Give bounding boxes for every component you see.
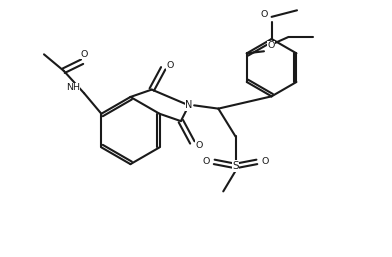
- Text: O: O: [80, 50, 88, 59]
- Text: O: O: [202, 157, 210, 166]
- Text: N: N: [185, 100, 192, 110]
- Text: O: O: [268, 41, 275, 50]
- Text: O: O: [167, 61, 174, 70]
- Text: O: O: [196, 141, 203, 150]
- Text: O: O: [261, 10, 268, 19]
- Text: O: O: [261, 157, 269, 166]
- Text: S: S: [232, 161, 239, 171]
- Text: NH: NH: [66, 83, 80, 92]
